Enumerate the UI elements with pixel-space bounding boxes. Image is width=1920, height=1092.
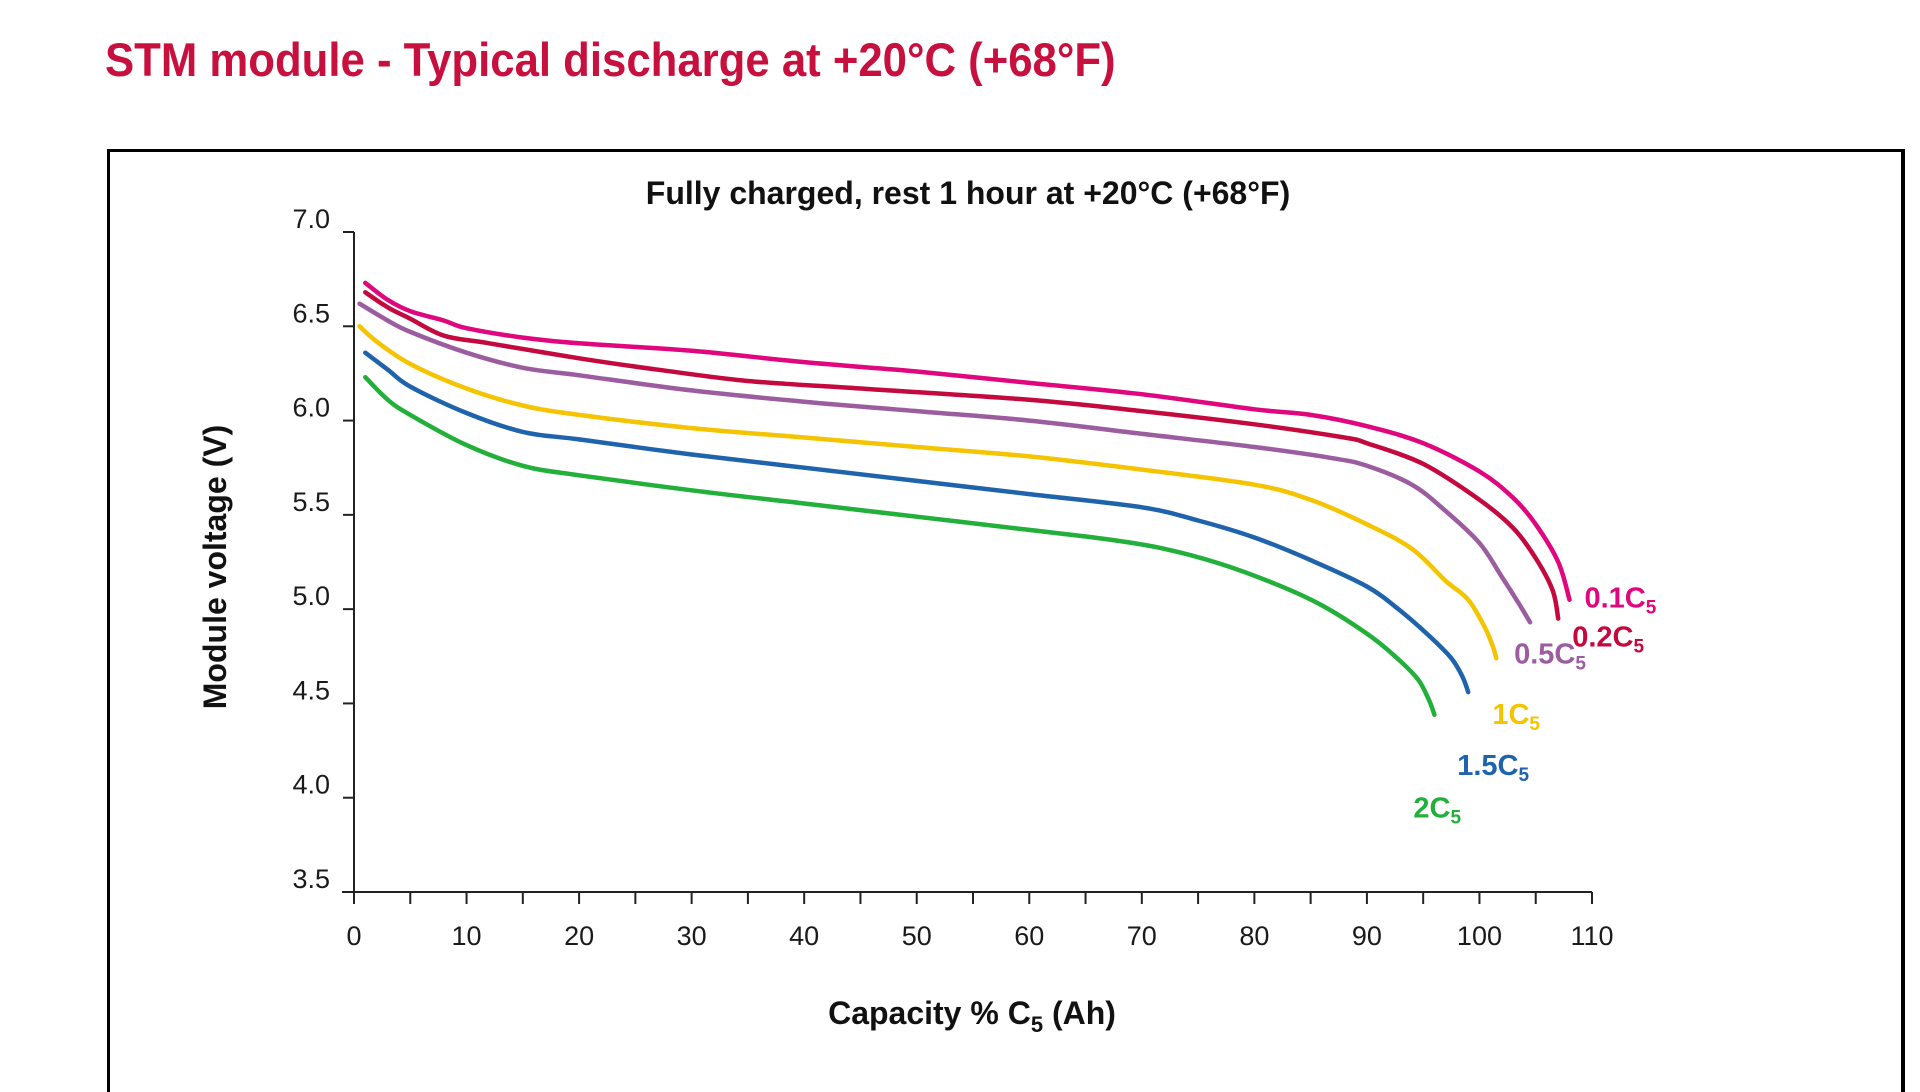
x-tick-label: 0 [346, 921, 361, 951]
x-tick-label: 90 [1352, 921, 1382, 951]
x-axis-title: Capacity % C5 (Ah) [828, 995, 1116, 1037]
x-tick-label: 30 [677, 921, 707, 951]
y-tick-label: 4.5 [292, 675, 330, 705]
x-axis-title-main: Capacity % C [828, 995, 1031, 1031]
x-tick-label: 100 [1457, 921, 1502, 951]
chart-frame [107, 149, 1905, 1092]
axes: 3.5 4.0 4.5 5.0 5.5 6.0 6.5 7.0 0 10 20 30 40 50 60 70 8… [292, 204, 1613, 951]
series-line-2C5 [363, 374, 1437, 717]
y-tick-label: 4.0 [292, 770, 330, 800]
series-line-1C5 [357, 324, 1499, 661]
series-label-1_5C5: 1.5C5 [1457, 750, 1529, 786]
series-label-1C5: 1C5 [1492, 699, 1540, 735]
series-label-2C5: 2C5 [1413, 793, 1461, 829]
page-title: STM module - Typical discharge at +20°C … [105, 33, 1116, 86]
x-tick-label: 50 [902, 921, 932, 951]
chart-subtitle: Fully charged, rest 1 hour at +20°C (+68… [646, 175, 1290, 211]
y-tick-label: 5.5 [292, 487, 330, 517]
series-line-1_5C5 [363, 350, 1471, 695]
y-tick-label: 5.0 [292, 581, 330, 611]
y-tick-label: 7.0 [292, 204, 330, 234]
x-tick-label: 70 [1127, 921, 1157, 951]
series-label-0_5C5: 0.5C5 [1514, 638, 1586, 674]
series-line-0_2C5 [363, 290, 1561, 621]
x-tick-label: 110 [1570, 921, 1613, 951]
x-axis-title-tail: (Ah) [1043, 995, 1116, 1031]
x-tick-label: 40 [789, 921, 819, 951]
x-tick-label: 20 [564, 921, 594, 951]
y-axis-title: Module voltage (V) [197, 425, 233, 709]
series-label-0_2C5: 0.2C5 [1572, 622, 1644, 658]
y-tick-label: 6.5 [292, 298, 330, 328]
y-tick-label: 6.0 [292, 393, 330, 423]
x-axis-title-sub: 5 [1031, 1012, 1043, 1037]
x-tick-label: 60 [1014, 921, 1044, 951]
series-line-0_1C5 [363, 280, 1572, 602]
series-label-0_1C5: 0.1C5 [1584, 583, 1656, 619]
x-tick-label: 80 [1239, 921, 1269, 951]
y-tick-label: 3.5 [292, 864, 330, 894]
x-tick-label: 10 [452, 921, 482, 951]
series-line-0_5C5 [357, 301, 1533, 625]
series-layer [357, 280, 1572, 717]
